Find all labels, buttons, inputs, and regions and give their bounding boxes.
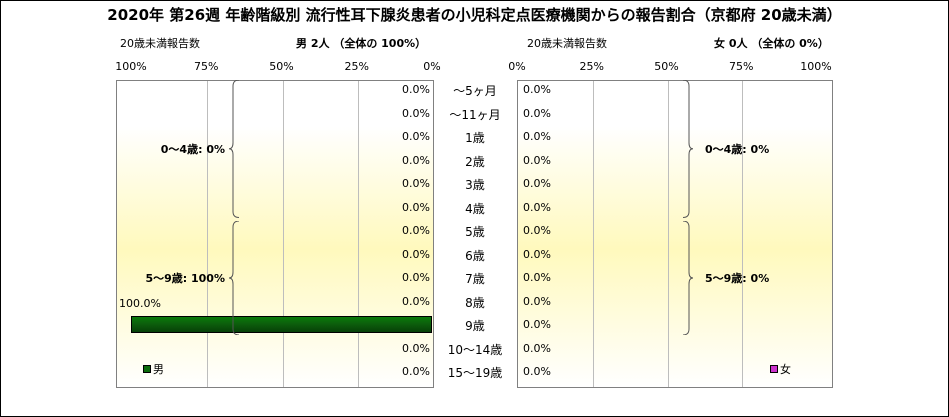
male-value-label: 0.0% bbox=[402, 294, 430, 308]
female-tick-label: 100% bbox=[800, 60, 832, 73]
left-count-note: 20歳未満報告数 bbox=[120, 37, 200, 50]
male-group-brace bbox=[229, 221, 240, 335]
age-label: ～5ヶ月 bbox=[453, 84, 497, 98]
male-tick-label: 75% bbox=[194, 60, 219, 73]
female-value-label: 0.0% bbox=[523, 200, 551, 214]
female-gridline bbox=[667, 81, 669, 387]
female-gridline bbox=[742, 81, 744, 387]
male-tick-label: 0% bbox=[423, 60, 441, 73]
female-group-label: 5～9歳: 0% bbox=[705, 272, 770, 285]
male-gridline bbox=[207, 81, 209, 387]
female-group-brace bbox=[682, 80, 693, 218]
female-value-label: 0.0% bbox=[523, 83, 551, 96]
female-value-label: 0.0% bbox=[523, 365, 551, 378]
male-plot-area bbox=[116, 80, 434, 388]
female-tick-label: 25% bbox=[579, 60, 604, 73]
female-value-label: 0.0% bbox=[523, 224, 551, 237]
age-label: 9歳 bbox=[465, 319, 485, 333]
male-value-label: 0.0% bbox=[402, 153, 430, 167]
male-value-label: 0.0% bbox=[402, 200, 430, 214]
female-gridline bbox=[592, 81, 594, 387]
female-legend: 女 bbox=[770, 361, 791, 377]
right-count-note: 20歳未満報告数 bbox=[527, 37, 607, 50]
female-value-label: 0.0% bbox=[523, 271, 551, 284]
male-value-label: 0.0% bbox=[402, 130, 430, 143]
male-value-label: 0.0% bbox=[402, 365, 430, 378]
male-group-label: 0～4歳: 0% bbox=[160, 142, 225, 156]
female-group-brace bbox=[682, 221, 693, 335]
female-value-label: 0.0% bbox=[523, 153, 551, 167]
female-legend-label: 女 bbox=[780, 363, 791, 376]
female-value-label: 0.0% bbox=[523, 106, 551, 120]
male-tick-label: 50% bbox=[269, 60, 294, 73]
age-label: ～11ヶ月 bbox=[449, 107, 501, 122]
male-value-label: 0.0% bbox=[402, 224, 430, 237]
male-value-label: 0.0% bbox=[402, 177, 430, 190]
female-legend-swatch bbox=[770, 365, 778, 373]
female-value-label: 0.0% bbox=[523, 318, 551, 331]
male-bar bbox=[131, 316, 432, 333]
female-value-label: 0.0% bbox=[523, 130, 551, 143]
male-value-label: 0.0% bbox=[402, 341, 430, 355]
male-legend: 男 bbox=[143, 361, 164, 377]
age-label: 10～14歳 bbox=[447, 342, 503, 357]
age-label: 6歳 bbox=[465, 248, 485, 263]
female-group-label: 0～4歳: 0% bbox=[705, 142, 770, 156]
male-summary: 男 2人 （全体の 100%） bbox=[296, 37, 427, 50]
female-summary: 女 0人 （全体の 0%） bbox=[714, 37, 829, 50]
age-label: 8歳 bbox=[465, 295, 485, 310]
age-label: 5歳 bbox=[465, 225, 485, 239]
male-value-label: 0.0% bbox=[402, 83, 430, 96]
female-value-label: 0.0% bbox=[523, 294, 551, 308]
male-group-label: 5～9歳: 100% bbox=[145, 272, 225, 285]
female-plot-area bbox=[517, 80, 833, 388]
male-value-label: 0.0% bbox=[402, 247, 430, 261]
female-value-label: 0.0% bbox=[523, 177, 551, 190]
age-label: 7歳 bbox=[465, 272, 485, 286]
age-label: 1歳 bbox=[465, 131, 485, 145]
age-label: 3歳 bbox=[465, 178, 485, 192]
female-tick-label: 75% bbox=[729, 60, 754, 73]
female-value-label: 0.0% bbox=[523, 341, 551, 355]
age-label: 4歳 bbox=[465, 201, 485, 216]
male-tick-label: 25% bbox=[344, 60, 369, 73]
male-value-label: 100.0% bbox=[119, 297, 161, 310]
male-tick-label: 100% bbox=[115, 60, 147, 73]
male-legend-label: 男 bbox=[153, 363, 164, 376]
female-tick-label: 50% bbox=[654, 60, 679, 73]
age-label: 15～19歳 bbox=[447, 366, 503, 380]
female-tick-label: 0% bbox=[508, 60, 526, 73]
age-label: 2歳 bbox=[465, 154, 485, 169]
male-gridline bbox=[282, 81, 284, 387]
chart-title: 2020年 第26週 年齢階級別 流行性耳下腺炎患者の小児科定点医療機関からの報… bbox=[107, 6, 842, 24]
male-gridline bbox=[357, 81, 359, 387]
male-legend-swatch bbox=[143, 365, 151, 373]
male-group-brace bbox=[229, 80, 240, 218]
male-value-label: 0.0% bbox=[402, 106, 430, 120]
female-value-label: 0.0% bbox=[523, 247, 551, 261]
male-value-label: 0.0% bbox=[402, 271, 430, 284]
